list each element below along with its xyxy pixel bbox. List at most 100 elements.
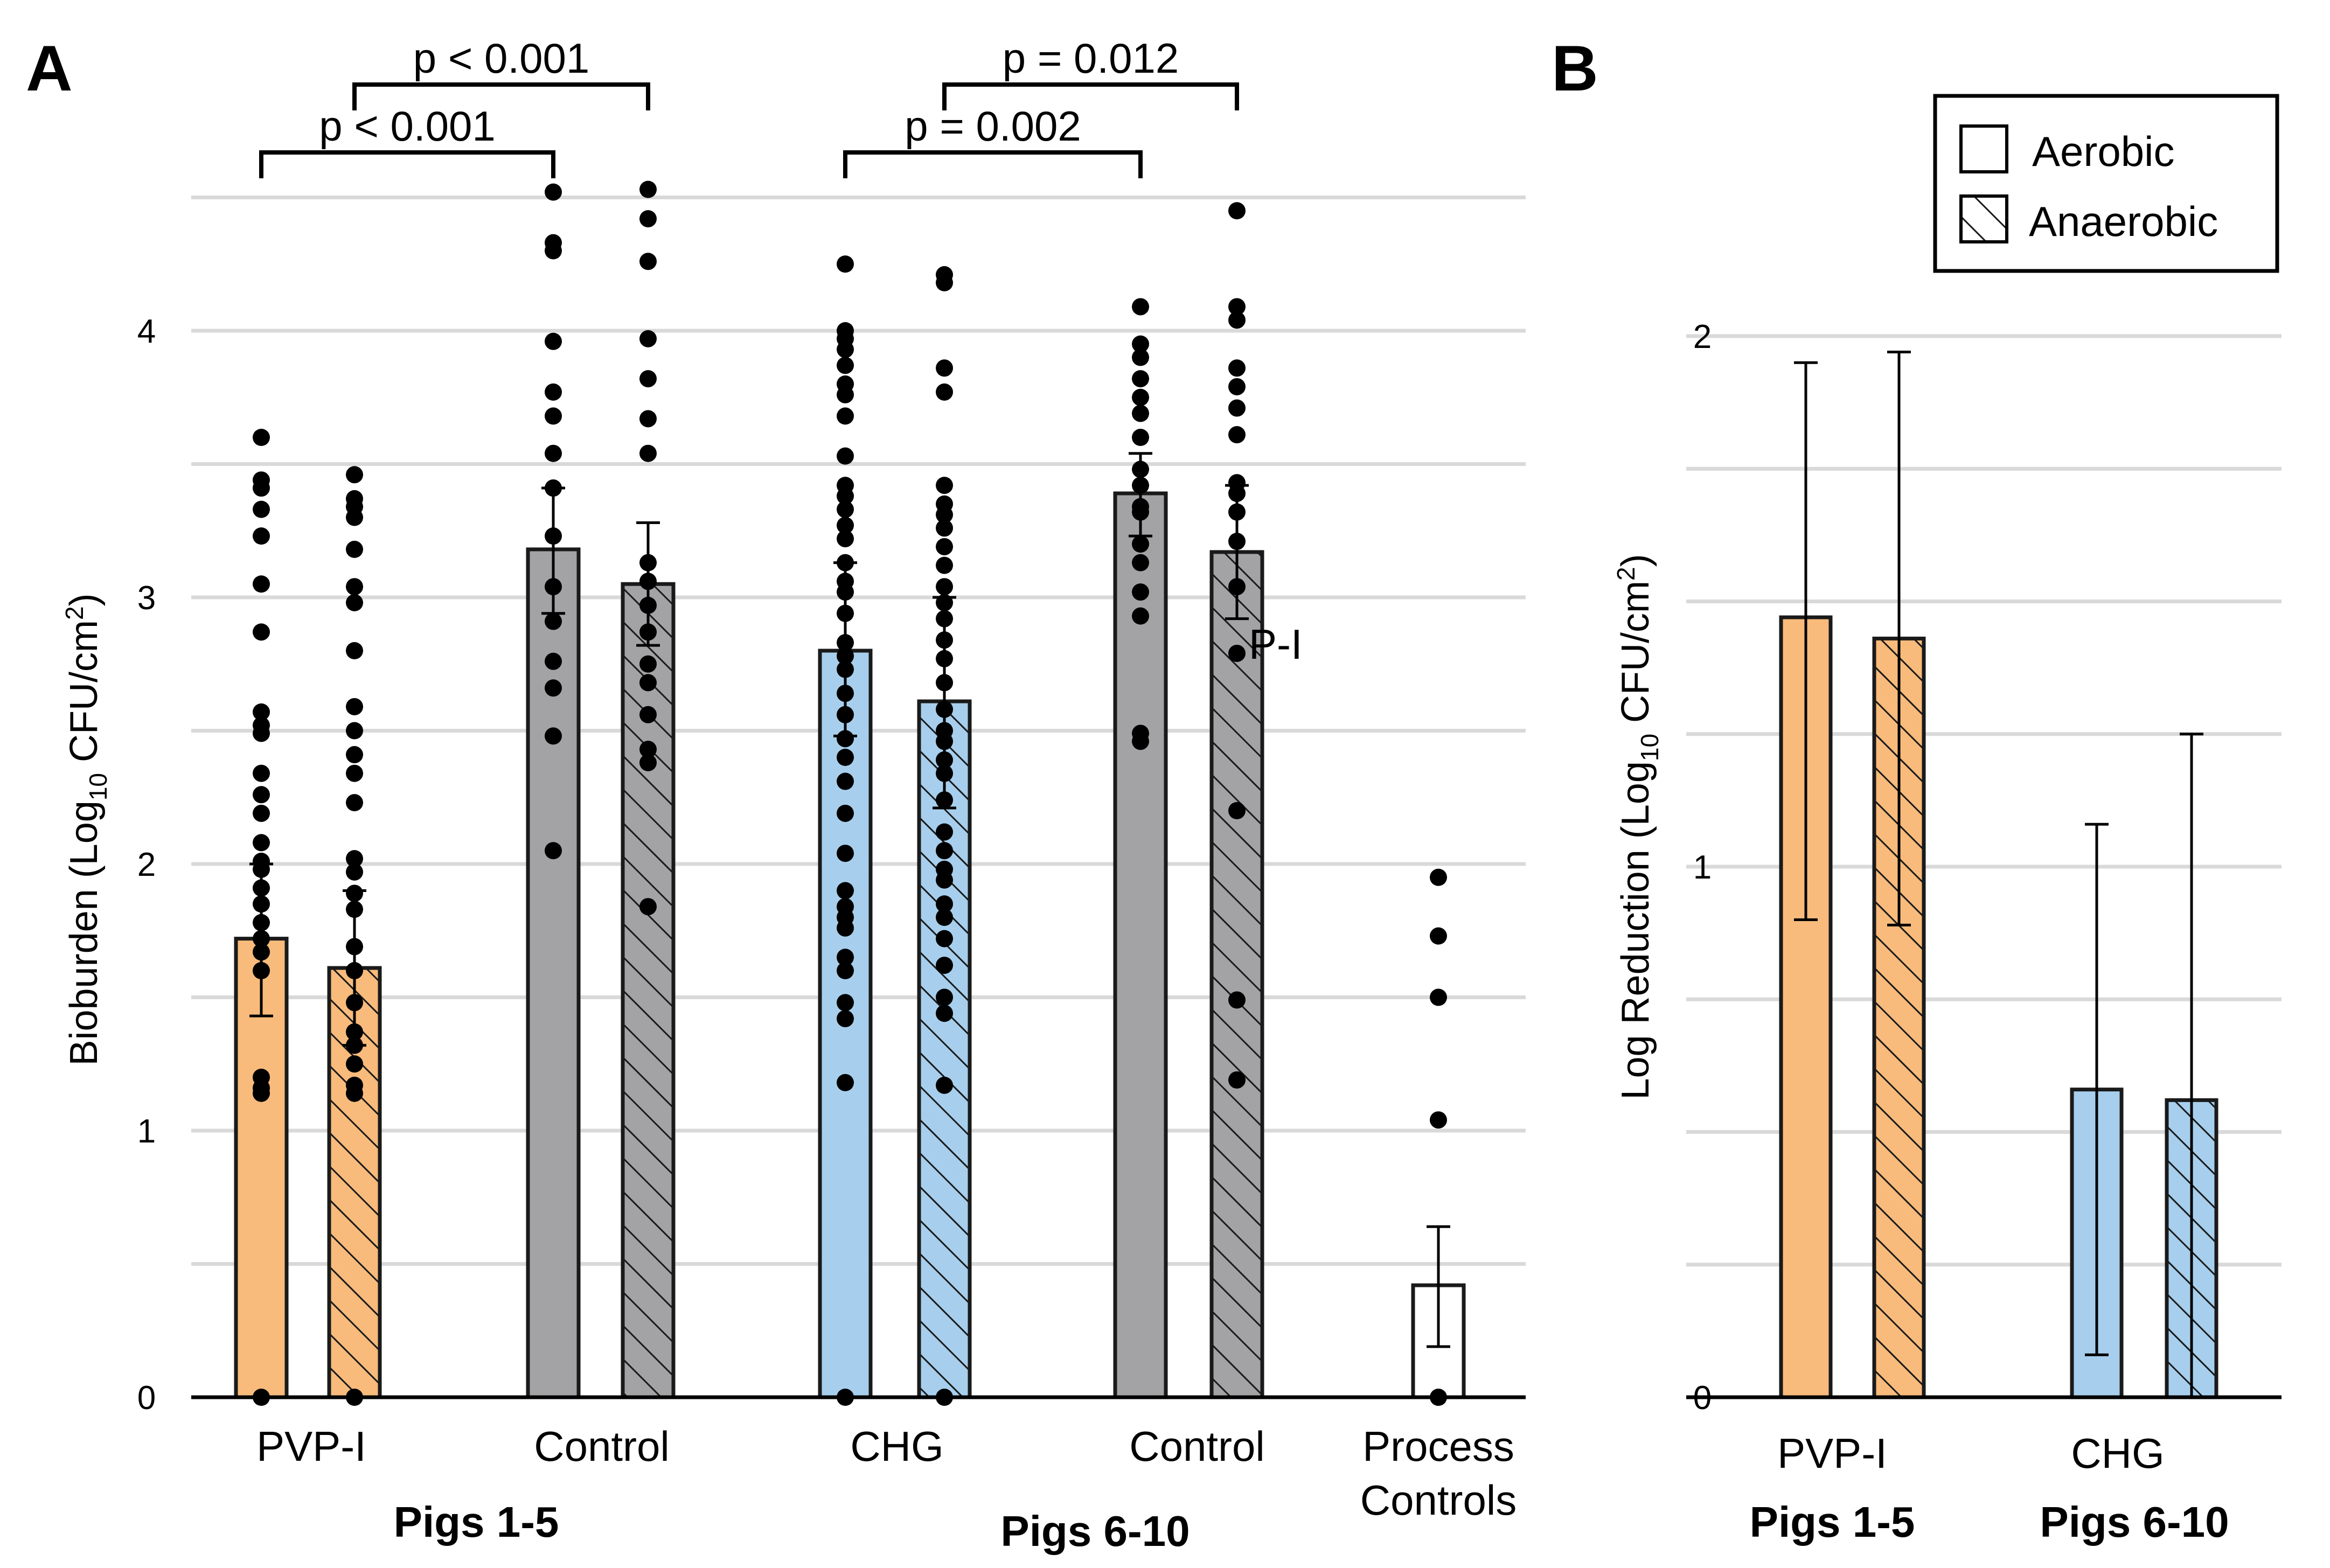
panel-a-data-point: [1228, 1071, 1246, 1089]
panel-a-y-tick-label: 1: [137, 1113, 156, 1150]
panel-a-bar-hatch: [1212, 552, 1262, 1397]
b-category-label-chg: CHG: [2071, 1430, 2164, 1477]
panel-a-data-point: [545, 332, 562, 350]
panel-a-data-point: [936, 957, 953, 974]
panel-a-data-point: [837, 386, 854, 403]
panel-a-data-point: [936, 1005, 953, 1022]
panel-a-data-point: [639, 655, 657, 673]
category-label-control-1: Control: [534, 1423, 669, 1470]
significance-label: p = 0.002: [905, 102, 1081, 150]
panel-a-data-point: [936, 895, 953, 913]
panel-a-data-point: [837, 517, 854, 534]
category-label-pvpi: PVP-I: [256, 1423, 366, 1470]
panel-a-data-point: [545, 612, 562, 630]
panel-a-data-point: [253, 724, 270, 742]
panel-a-data-point: [545, 842, 562, 860]
group-label-pigs-6-10: Pigs 6-10: [1000, 1507, 1190, 1555]
b-category-label-pvpi: PVP-I: [1777, 1430, 1887, 1477]
panel-a-data-point: [1132, 388, 1149, 406]
panel-a-data-point: [253, 429, 270, 446]
panel-a-data-point: [837, 845, 854, 862]
legend-label-aerobic: Aerobic: [2032, 128, 2174, 175]
panel-a-data-point: [253, 479, 270, 497]
panel-a-bar: [526, 547, 581, 1399]
panel-a-data-point: [837, 949, 854, 966]
panel-a-data-point: [639, 180, 657, 198]
significance-bracket: [843, 150, 1143, 178]
significance-bracket: [942, 82, 1239, 110]
b-group-label-pigs-1-5: Pigs 1-5: [1750, 1498, 1915, 1546]
artifact-text: P-I: [1249, 621, 1303, 668]
significance-label: p < 0.001: [413, 34, 589, 82]
panel-a-data-point: [639, 370, 657, 388]
significance-bracket: [259, 150, 555, 178]
panel-a-data-point: [1132, 298, 1149, 316]
panel-a-data-point: [545, 383, 562, 401]
panel-a-data-point: [545, 679, 562, 697]
panel-a-data-point: [1132, 370, 1149, 388]
panel-a-y-tick-label: 3: [137, 580, 156, 617]
panel-b-chart: B 0 1 2 Log Reduction (Log10 CFU/cm2) PVP-…: [1552, 32, 2282, 1546]
panel-a-data-point: [936, 359, 953, 377]
panel-a-data-point: [346, 508, 363, 526]
legend: Aerobic Anaerobic: [1933, 94, 2279, 273]
panel-a-chart: A 0 1 2 3 4 p < 0.001 p < 0.001 p = 0.002 p = 0…: [26, 32, 1526, 1555]
category-label-chg: CHG: [850, 1423, 943, 1470]
panel-a-data-point: [346, 698, 363, 715]
panel-a-data-point: [1430, 868, 1447, 886]
panel-a-data-point: [936, 519, 953, 537]
panel-a-data-point: [837, 804, 854, 822]
panel-a-data-point: [936, 988, 953, 1006]
panel-a-data-point: [936, 909, 953, 926]
panel-a-y-tick-label: 2: [137, 846, 156, 883]
panel-a-data-point: [936, 842, 953, 860]
panel-b-y-tick-label: 0: [1693, 1379, 1712, 1417]
panel-a-data-point: [639, 210, 657, 228]
panel-a-data-point: [346, 850, 363, 868]
panel-b-letter: B: [1552, 32, 1598, 104]
panel-a-data-point: [837, 962, 854, 979]
panel-a-data-point: [639, 706, 657, 723]
panel-a-data-point: [545, 652, 562, 670]
panel-a-data-point: [1228, 426, 1246, 444]
panel-a-data-point: [837, 1074, 854, 1091]
panel-a-data-point: [639, 410, 657, 428]
panel-a-y-axis-label: Bioburden (Log10 CFU/cm2): [60, 593, 112, 1065]
panel-a-data-point: [346, 764, 363, 782]
legend-swatch-anaerobic: [1959, 194, 2008, 243]
panel-a-data-point: [253, 500, 270, 518]
panel-a-data-point: [346, 722, 363, 740]
panel-a-data-point: [837, 487, 854, 505]
panel-a-data-point: [837, 772, 854, 790]
panel-a-bar: [1113, 491, 1168, 1399]
panel-a-data-point: [1228, 399, 1246, 417]
panel-a-data-point: [253, 527, 270, 545]
category-label-controls: Controls: [1360, 1476, 1517, 1524]
category-label-control-2: Control: [1129, 1423, 1264, 1470]
panel-a-data-point: [346, 642, 363, 659]
panel-a-data-point: [545, 407, 562, 425]
panel-a-data-point: [253, 764, 270, 782]
panel-a-data-point: [1430, 988, 1447, 1006]
panel-a-data-point: [837, 357, 854, 374]
category-label-process: Process: [1362, 1423, 1514, 1470]
panel-a-bar-hatch: [919, 701, 970, 1397]
panel-a-data-point: [1228, 202, 1246, 220]
panel-a-data-point: [253, 1084, 270, 1102]
panel-a-data-point: [837, 255, 854, 273]
panel-a-data-point: [545, 183, 562, 201]
panel-a-data-point: [1132, 607, 1149, 625]
panel-a-data-point: [837, 919, 854, 937]
panel-a-data-point: [936, 556, 953, 574]
panel-a-data-point: [936, 383, 953, 401]
panel-a-data-point: [346, 578, 363, 596]
panel-a-data-point: [346, 1055, 363, 1073]
panel-a-data-point: [253, 804, 270, 822]
significance-label: p < 0.001: [319, 102, 495, 150]
panel-a-data-point: [639, 330, 657, 347]
panel-a-data-point: [936, 1076, 953, 1094]
panel-a-data-point: [837, 882, 854, 900]
panel-a-data-point: [346, 1084, 363, 1102]
panel-a-data-point: [639, 253, 657, 270]
significance-label: p = 0.012: [1003, 34, 1179, 82]
